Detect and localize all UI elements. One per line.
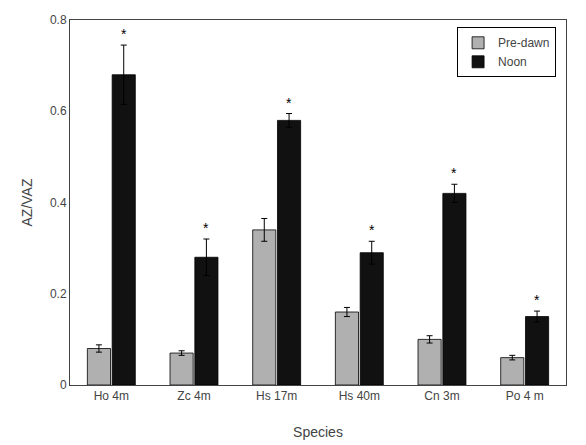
svg-text:*: * [369, 222, 375, 238]
svg-text:0.8: 0.8 [50, 13, 67, 27]
svg-text:Zc 4m: Zc 4m [177, 389, 210, 403]
svg-text:*: * [286, 95, 292, 111]
svg-text:0.6: 0.6 [50, 104, 67, 118]
svg-text:Species: Species [293, 424, 343, 440]
svg-text:Po 4 m: Po 4 m [506, 389, 544, 403]
svg-text:*: * [451, 165, 457, 181]
svg-text:*: * [121, 26, 127, 42]
svg-text:Hs 17m: Hs 17m [256, 389, 297, 403]
svg-text:*: * [203, 220, 209, 236]
svg-text:0.4: 0.4 [50, 196, 67, 210]
svg-text:Noon: Noon [498, 55, 527, 69]
svg-text:0.2: 0.2 [50, 287, 67, 301]
svg-text:AZ/VAZ: AZ/VAZ [19, 178, 35, 226]
svg-text:Pre-dawn: Pre-dawn [498, 36, 549, 50]
svg-text:Ho 4m: Ho 4m [94, 389, 129, 403]
svg-text:Hs 40m: Hs 40m [339, 389, 380, 403]
svg-text:Cn 3m: Cn 3m [424, 389, 459, 403]
svg-text:*: * [534, 292, 540, 308]
svg-text:0: 0 [60, 378, 67, 392]
